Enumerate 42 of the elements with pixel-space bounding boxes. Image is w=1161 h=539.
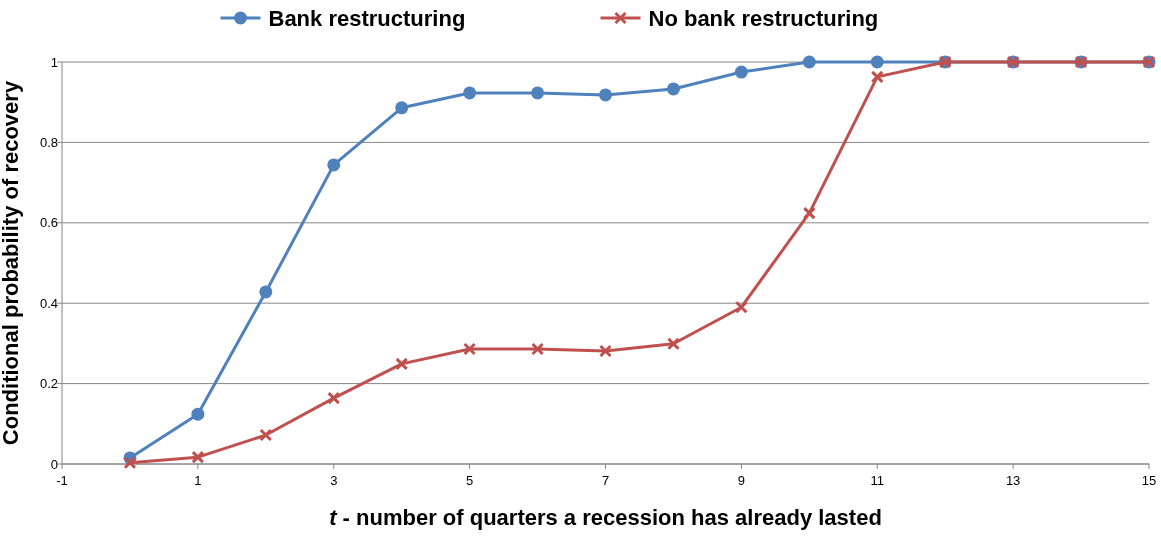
x-tick-label: 7 (601, 473, 610, 488)
x-tick-label: 3 (330, 473, 338, 488)
legend-label: Bank restructuring (268, 5, 466, 31)
x-tick-label: 1 (194, 473, 202, 488)
y-tick-label: 0 (50, 456, 58, 472)
x-tick-label: -1 (56, 473, 68, 488)
point (599, 88, 612, 102)
point (327, 158, 341, 172)
point (463, 342, 477, 356)
point (327, 391, 341, 405)
point (395, 357, 409, 371)
point (191, 407, 205, 421)
point (666, 337, 680, 351)
x-tick-label: 11 (870, 473, 884, 488)
point (531, 342, 545, 356)
point (259, 285, 273, 299)
point (259, 428, 273, 442)
point (395, 101, 409, 115)
y-tick-label: 0.2 (39, 376, 58, 392)
x-axis-title: t - number of quarters a recession has already lasted (329, 505, 882, 530)
y-tick-label: 0.4 (39, 295, 58, 311)
y-tick-label: 0.8 (39, 134, 58, 150)
point (463, 86, 477, 100)
point (599, 344, 612, 358)
point (531, 86, 545, 100)
point (123, 456, 137, 470)
legend-label: No bank restructuring (648, 5, 879, 31)
x-tick-label: 15 (1141, 473, 1157, 488)
point (802, 55, 816, 69)
x-tick-label: 5 (466, 473, 474, 488)
x-tick-label: 9 (737, 473, 745, 488)
point (734, 300, 748, 314)
point (666, 82, 680, 96)
point (870, 55, 884, 69)
y-tick-label: 1 (50, 54, 58, 70)
point (802, 206, 816, 220)
point (191, 450, 205, 464)
x-tick-label: 13 (1005, 473, 1021, 488)
point (734, 65, 748, 79)
y-axis-title: Conditional probability of recovery (0, 80, 23, 446)
point (870, 70, 884, 84)
y-tick-label: 0.6 (39, 215, 58, 231)
